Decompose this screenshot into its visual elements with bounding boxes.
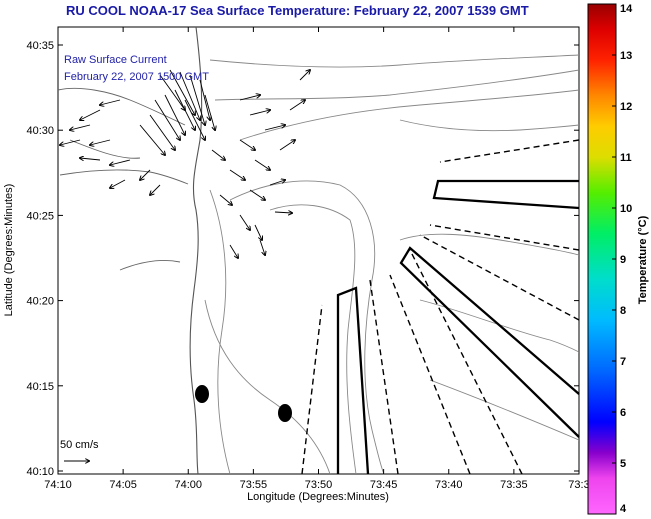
y-axis-label: Latitude (Degrees:Minutes) — [3, 184, 15, 317]
x-tick-label: 73:55 — [240, 479, 268, 491]
scale-label: 50 cm/s — [60, 439, 99, 451]
mooring-marker — [278, 404, 292, 422]
colorbar-tick-label: 14 — [620, 3, 633, 15]
x-axis: 74:10 74:05 74:00 73:55 73:50 73:45 73:40 73:35… — [44, 27, 590, 491]
mooring-marker — [195, 385, 209, 403]
colorbar-tick-label: 8 — [620, 305, 626, 317]
x-tick-label: 73:35 — [500, 479, 528, 491]
annotation-line-2: February 22, 2007 1500 GMT — [64, 71, 209, 83]
x-tick-label: 73:40 — [435, 479, 463, 491]
colorbar-tick-label: 5 — [620, 458, 626, 470]
y-tick-label: 40:15 — [26, 381, 54, 393]
plot-area: 50 cm/s Raw Surface Current February 22,… — [57, 26, 580, 475]
colorbar: 14 13 12 11 10 9 8 7 6 5 4 Temperature (°C) — [587, 3, 649, 515]
x-tick-label: 74:00 — [174, 479, 202, 491]
colorbar-tick-label: 4 — [620, 503, 627, 515]
y-tick-label: 40:10 — [26, 466, 54, 478]
bathymetry-contours — [204, 54, 580, 475]
x-tick-label: 74:05 — [109, 479, 137, 491]
y-axis: 40:35 40:30 40:25 40:20 40:15 40:10 — [26, 40, 579, 478]
annotation-line-1: Raw Surface Current — [64, 54, 167, 66]
radar-sector-lines — [301, 139, 580, 475]
y-tick-label: 40:30 — [26, 125, 54, 137]
y-tick-label: 40:25 — [26, 210, 54, 222]
x-tick-label: 74:10 — [44, 479, 72, 491]
y-tick-label: 40:35 — [26, 40, 54, 52]
y-tick-label: 40:20 — [26, 296, 54, 308]
shore-features — [57, 87, 189, 271]
survey-boxes — [336, 179, 580, 475]
x-tick-label: 73:50 — [305, 479, 333, 491]
colorbar-tick-label: 7 — [620, 356, 626, 368]
colorbar-tick-label: 11 — [620, 152, 632, 164]
colorbar-tick-label: 9 — [620, 254, 626, 266]
colorbar-tick-label: 10 — [620, 203, 632, 215]
colorbar-tick-label: 13 — [620, 50, 632, 62]
coastline — [189, 26, 203, 475]
colorbar-tick-label: 12 — [620, 101, 632, 113]
colorbar-ticks: 14 13 12 11 10 9 8 7 6 5 4 — [612, 3, 633, 515]
x-axis-label: Longitude (Degrees:Minutes) — [247, 491, 389, 503]
colorbar-tick-label: 6 — [620, 407, 626, 419]
x-tick-label: 73:45 — [370, 479, 398, 491]
colorbar-label: Temperature (°C) — [637, 215, 649, 304]
current-vectors — [60, 70, 310, 258]
x-tick-label: 73:3 — [568, 479, 589, 491]
